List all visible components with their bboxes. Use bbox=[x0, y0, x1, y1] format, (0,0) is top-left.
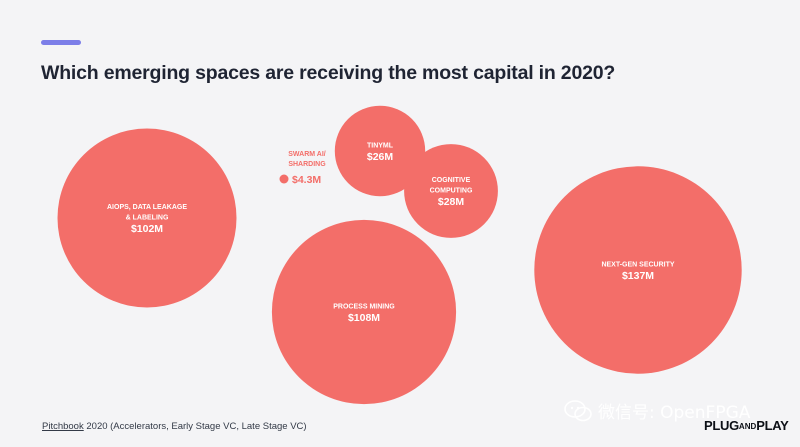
bubble-value-tinyml: $26M bbox=[367, 151, 394, 163]
bubble-value-swarm-ai-sharding: $4.3M bbox=[292, 174, 321, 186]
wechat-icon bbox=[564, 399, 592, 422]
bubble-next-gen-security bbox=[534, 166, 742, 374]
bubble-cognitive-computing bbox=[404, 144, 498, 238]
bubble-value-process-mining: $108M bbox=[348, 312, 380, 324]
plug-and-play-logo: PLUGANDPLAY bbox=[704, 418, 789, 433]
source-name[interactable]: Pitchbook bbox=[42, 421, 84, 432]
accent-bar bbox=[41, 40, 81, 45]
page-title: Which emerging spaces are receiving the … bbox=[41, 62, 616, 84]
bubble-label-swarm-ai-sharding: SHARDING bbox=[288, 161, 326, 168]
bubble-label-swarm-ai-sharding: SWARM AI/ bbox=[288, 151, 326, 158]
bubble-label-tinyml: TINYML bbox=[367, 142, 394, 149]
watermark-text: 微信号: OpenFPGA bbox=[598, 403, 751, 423]
bubble-value-aiops-data-leakage-labeling: $102M bbox=[131, 223, 163, 235]
bubble-tinyml bbox=[334, 105, 426, 197]
bubble-process-mining bbox=[271, 219, 457, 405]
bubble-label-next-gen-security: NEXT-GEN SECURITY bbox=[601, 261, 674, 268]
bubble-label-aiops-data-leakage-labeling: & LABELING bbox=[126, 215, 169, 222]
bubble-value-next-gen-security: $137M bbox=[622, 270, 654, 282]
bubble-label-cognitive-computing: COMPUTING bbox=[430, 188, 473, 195]
bubble-value-cognitive-computing: $28M bbox=[438, 196, 465, 208]
source-note: Pitchbook 2020 (Accelerators, Early Stag… bbox=[42, 421, 307, 432]
bubble-label-process-mining: PROCESS MINING bbox=[333, 303, 395, 310]
bubble-label-cognitive-computing: COGNITIVE bbox=[432, 177, 471, 184]
bubble-label-aiops-data-leakage-labeling: AIOPS, DATA LEAKAGE bbox=[107, 204, 187, 211]
bubble-swarm-ai-sharding bbox=[279, 174, 289, 184]
wechat-watermark: 微信号: OpenFPGA bbox=[564, 398, 750, 423]
bubble-aiops-data-leakage-labeling bbox=[57, 128, 237, 308]
source-detail: 2020 (Accelerators, Early Stage VC, Late… bbox=[83, 421, 307, 432]
